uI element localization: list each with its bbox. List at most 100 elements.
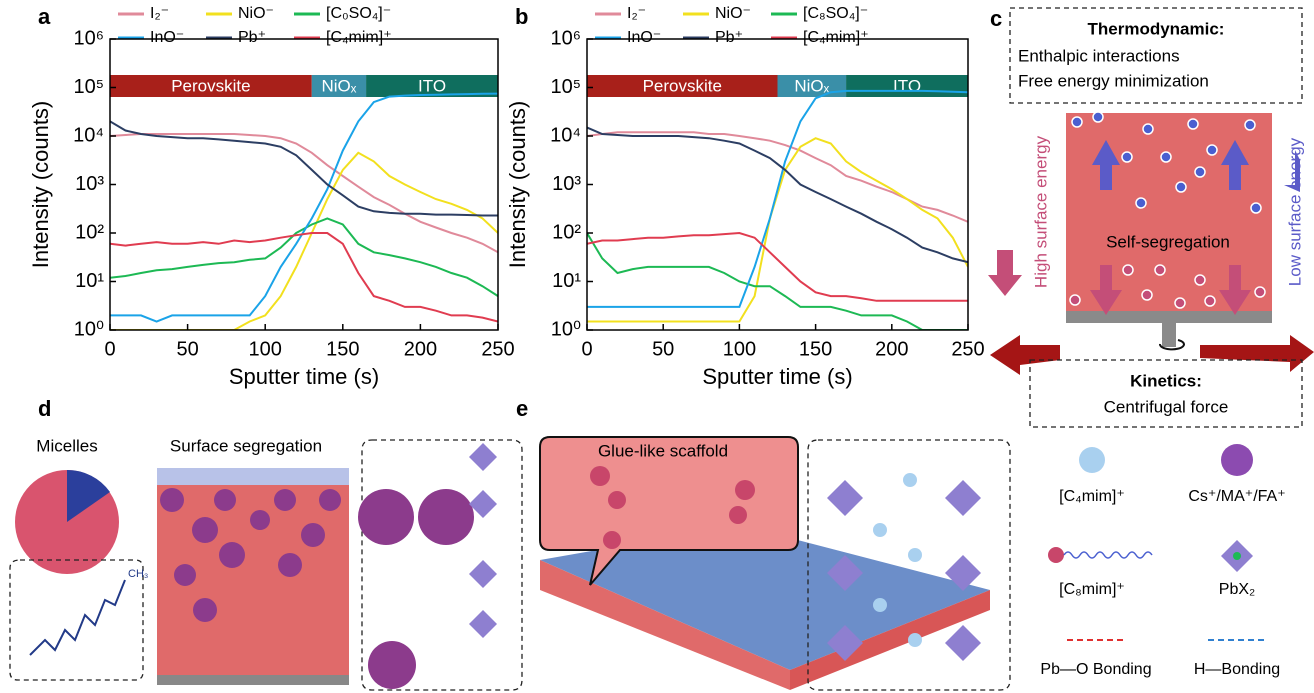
thermo-title: Thermodynamic: <box>1088 19 1225 38</box>
micelles-label: Micelles <box>36 436 97 455</box>
side-label: Low surface energy <box>1285 137 1304 286</box>
legend-label: [C₄mim]⁺ <box>1059 488 1125 505</box>
y-axis-title: Intensity (counts) <box>505 101 530 269</box>
x-tick-label: 0 <box>581 338 592 360</box>
legend-icon <box>1079 447 1105 473</box>
chain-layer <box>157 468 349 485</box>
panel-label: c <box>990 6 1002 31</box>
region-label: ITO <box>418 76 446 95</box>
region-label: ITO <box>893 76 921 95</box>
panel-label: e <box>516 396 528 421</box>
y-tick-label: 10¹ <box>552 270 581 292</box>
pbx-octahedra <box>469 443 497 638</box>
force-arrow <box>1200 335 1314 372</box>
surface-label: Surface segregation <box>170 436 322 455</box>
y-tick-label: 10⁴ <box>550 124 581 146</box>
x-tick-label: 100 <box>723 338 756 360</box>
legend-label: [C₈SO₄]⁻ <box>803 5 868 22</box>
legend-icon <box>1048 547 1064 563</box>
x-tick-label: 50 <box>652 338 674 360</box>
micelle <box>358 489 414 545</box>
region-label: Perovskite <box>171 76 250 95</box>
arrow <box>988 250 1022 296</box>
legend-label: I₂⁻ <box>150 5 169 22</box>
kinetics-box <box>1030 360 1302 427</box>
legend-label: Pb⁺ <box>238 29 266 46</box>
legend-label: PbX₂ <box>1219 581 1255 598</box>
thermo-line: Free energy minimization <box>1018 71 1209 90</box>
panel-label: d <box>38 396 51 421</box>
y-tick-label: 10³ <box>552 173 581 195</box>
region-label: NiOₓ <box>794 76 829 95</box>
series-line <box>587 233 968 330</box>
series-line <box>587 138 968 321</box>
methyl-label: CH₃ <box>128 568 148 580</box>
y-tick-label: 10⁵ <box>73 76 104 98</box>
region-label: Perovskite <box>643 76 722 95</box>
substrate <box>1066 311 1272 323</box>
legend-label: I₂⁻ <box>627 5 646 22</box>
kinetics-title: Kinetics: <box>1130 371 1202 390</box>
x-tick-label: 250 <box>481 338 514 360</box>
legend-label: [C₄mim]⁺ <box>326 29 392 46</box>
legend-icon <box>1221 444 1253 476</box>
spin-axis <box>1162 323 1176 347</box>
x-axis-title: Sputter time (s) <box>229 364 379 389</box>
x-tick-label: 200 <box>875 338 908 360</box>
x-tick-label: 0 <box>104 338 115 360</box>
substrate <box>157 675 349 685</box>
legend-label: NiO⁻ <box>238 5 274 22</box>
region-label: NiOₓ <box>321 76 356 95</box>
legend-label: Pb⁺ <box>715 29 743 46</box>
alkyl-chain <box>30 580 125 655</box>
series-line <box>110 233 498 322</box>
legend-label: Pb—O Bonding <box>1040 661 1151 678</box>
legend-label: InO⁻ <box>627 29 661 46</box>
legend-label: Cs⁺/MA⁺/FA⁺ <box>1188 488 1285 505</box>
legend-icon <box>1233 552 1241 560</box>
x-tick-label: 100 <box>249 338 282 360</box>
y-tick-label: 10² <box>552 221 581 243</box>
force-arrow <box>990 335 1060 375</box>
micelle <box>368 641 416 689</box>
y-tick-label: 10⁴ <box>73 124 104 146</box>
molecule-box <box>10 560 143 680</box>
y-tick-label: 10⁰ <box>551 318 581 340</box>
y-tick-label: 10³ <box>75 173 104 195</box>
y-tick-label: 10⁵ <box>550 76 581 98</box>
x-tick-label: 250 <box>951 338 984 360</box>
legend-label: NiO⁻ <box>715 5 751 22</box>
y-tick-label: 10⁶ <box>551 27 581 49</box>
x-axis-title: Sputter time (s) <box>702 364 852 389</box>
panel-label: a <box>38 4 51 29</box>
legend-label: [C₄mim]⁺ <box>803 29 869 46</box>
series-line <box>110 121 498 215</box>
series-line <box>110 153 498 330</box>
micelle <box>418 489 474 545</box>
legend-icon <box>1064 552 1152 558</box>
series-line <box>587 91 968 307</box>
x-tick-label: 50 <box>176 338 198 360</box>
callout-label: Glue-like scaffold <box>598 441 728 460</box>
legend-label: InO⁻ <box>150 29 184 46</box>
side-label: High surface energy <box>1031 135 1050 288</box>
panel-label: b <box>515 4 528 29</box>
y-tick-label: 10¹ <box>75 270 104 292</box>
kinetics-line: Centrifugal force <box>1104 397 1229 416</box>
x-tick-label: 150 <box>799 338 832 360</box>
x-tick-label: 150 <box>326 338 359 360</box>
film <box>1066 113 1272 311</box>
series-line <box>110 94 498 322</box>
y-tick-label: 10² <box>75 221 104 243</box>
legend-label: [C₀SO₄]⁻ <box>326 5 391 22</box>
x-tick-label: 200 <box>404 338 437 360</box>
legend-label: H—Bonding <box>1194 661 1280 678</box>
y-tick-label: 10⁰ <box>74 318 104 340</box>
y-axis-title: Intensity (counts) <box>28 101 53 269</box>
series-line <box>587 132 968 222</box>
center-label: Self-segregation <box>1106 232 1230 251</box>
y-tick-label: 10⁶ <box>74 27 104 49</box>
thermo-line: Enthalpic interactions <box>1018 46 1180 65</box>
legend-label: [C₈mim]⁺ <box>1059 581 1125 598</box>
figure: c Thermodynamic: Enthalpic interactions … <box>0 0 1314 693</box>
